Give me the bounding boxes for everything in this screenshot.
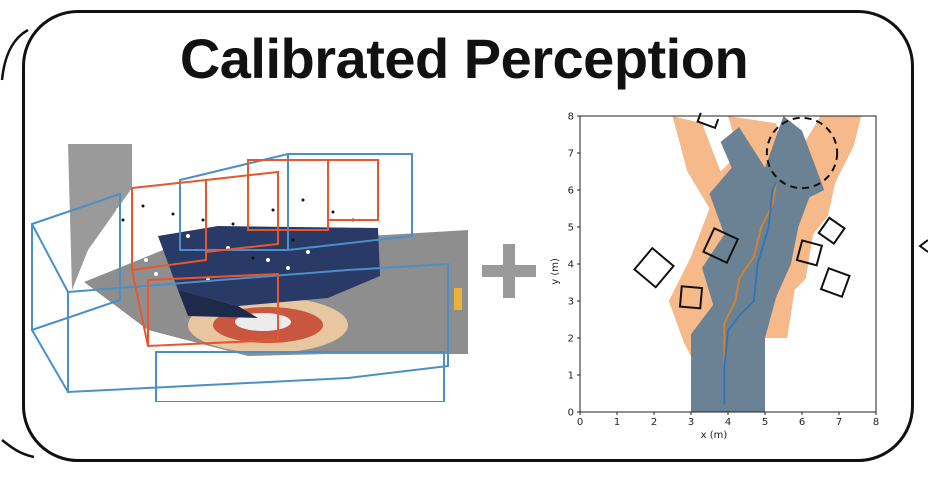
- y-axis-label: y (m): [550, 258, 561, 285]
- x-tick-label: 8: [873, 417, 879, 428]
- x-tick-label: 7: [836, 417, 842, 428]
- y-tick-label: 8: [568, 112, 574, 123]
- x-tick-label: 4: [725, 417, 731, 428]
- obstacle-box: [819, 266, 851, 299]
- x-tick-label: 0: [577, 417, 583, 428]
- y-tick-label: 1: [568, 371, 574, 382]
- perception-panel: [22, 10, 914, 462]
- x-tick-label: 6: [799, 417, 805, 428]
- y-tick-label: 5: [568, 223, 574, 234]
- y-tick-label: 4: [568, 260, 574, 271]
- x-axis-label: x (m): [701, 430, 728, 441]
- panel-title: Calibrated Perception: [179, 27, 749, 90]
- y-tick-label: 7: [568, 149, 574, 160]
- x-tick-label: 2: [651, 417, 657, 428]
- trajectory-blue: [723, 182, 777, 405]
- goal-circle: [765, 116, 839, 190]
- obstacle-box: [702, 226, 740, 265]
- trajectory-orange: [723, 182, 777, 405]
- y-tick-label: 3: [568, 297, 574, 308]
- obstacle-box: [678, 285, 704, 310]
- obstacle-box: [795, 239, 824, 267]
- plus-icon: [482, 244, 536, 298]
- obstacle-box: [633, 246, 675, 289]
- point-cloud-scene-image: [31, 144, 468, 402]
- obstacle-box: [817, 216, 846, 245]
- x-tick-label: 5: [762, 417, 768, 428]
- occupancy-plot: 0 1 2 3 4 5 6 7 8 0 1 2 3 4 5 6 7 8 x (m) y (m): [550, 108, 879, 441]
- y-tick-label: 0: [568, 408, 574, 419]
- y-tick-label: 6: [568, 186, 574, 197]
- left-connector-arc: [0, 28, 35, 459]
- y-tick-label: 2: [568, 334, 574, 345]
- right-connector-arrow: [918, 239, 928, 253]
- x-tick-label: 1: [614, 417, 620, 428]
- x-tick-label: 3: [688, 417, 694, 428]
